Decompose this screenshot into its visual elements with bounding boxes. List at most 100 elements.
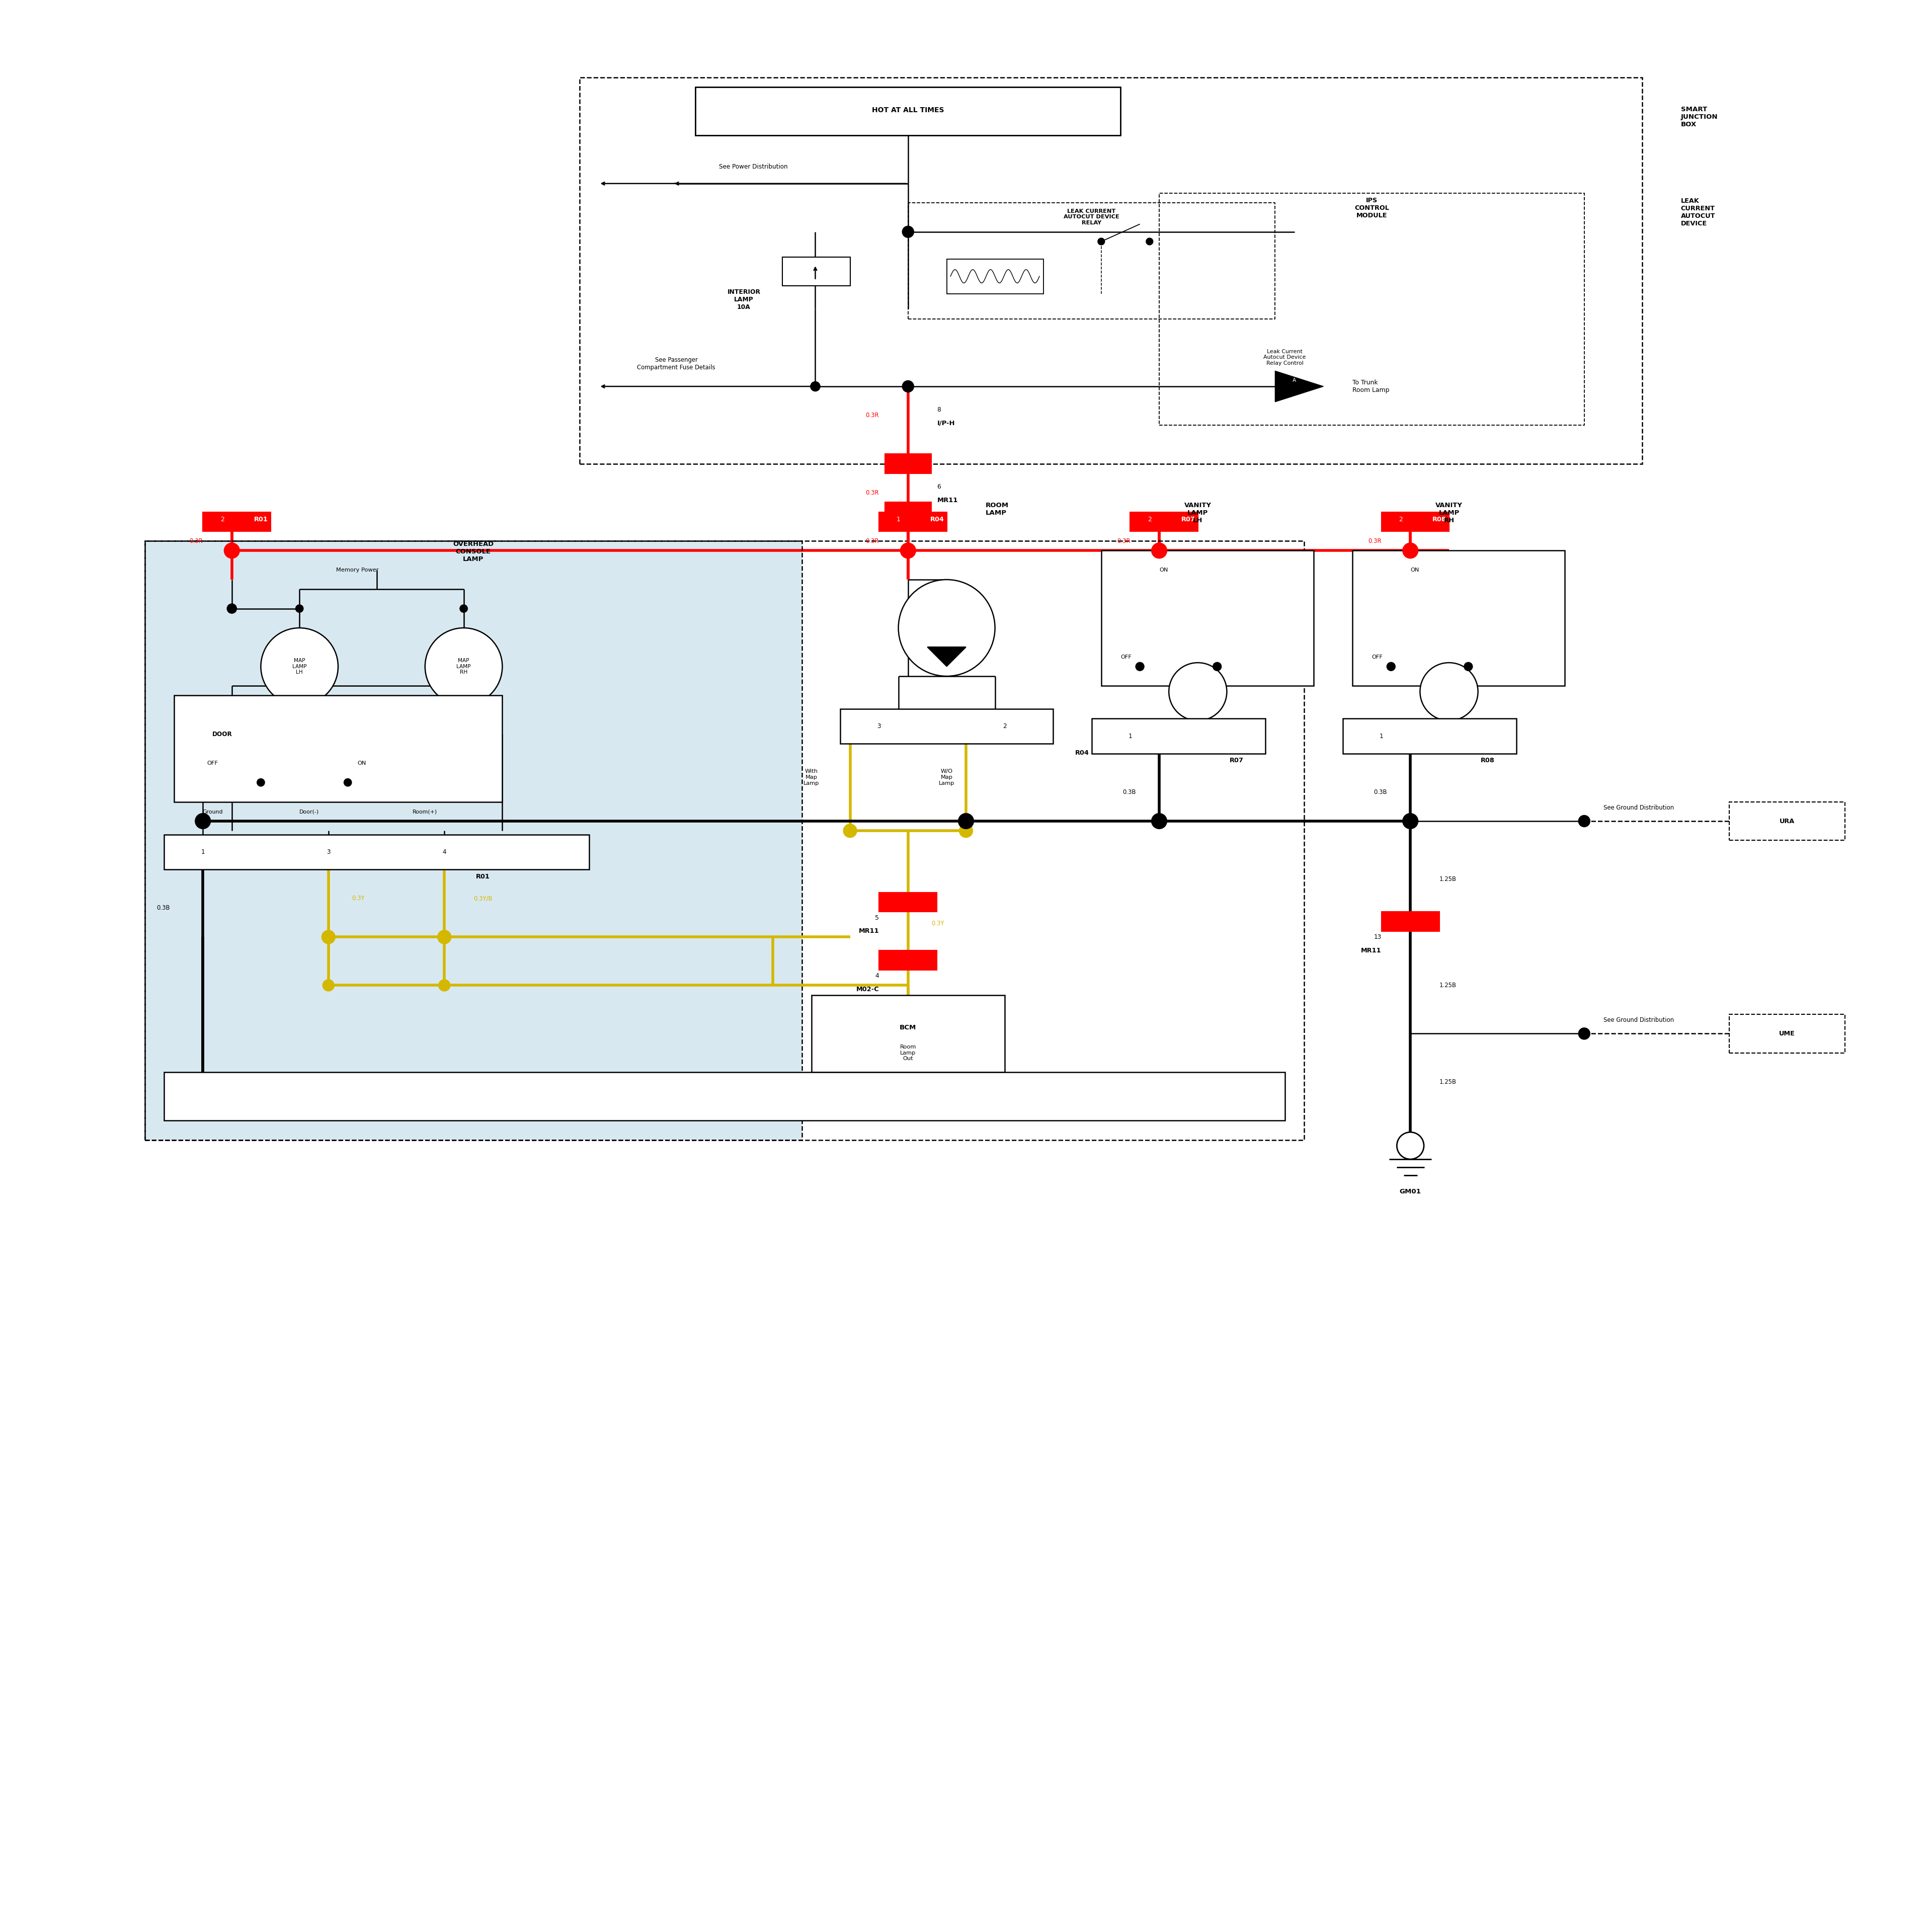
Circle shape xyxy=(439,980,450,991)
Text: 0.3R: 0.3R xyxy=(866,489,879,497)
Text: With
Map
Lamp: With Map Lamp xyxy=(804,769,819,786)
Bar xyxy=(879,893,937,912)
Text: 0.3Y: 0.3Y xyxy=(931,920,945,927)
Circle shape xyxy=(425,628,502,705)
Text: 1: 1 xyxy=(896,516,900,524)
Text: 0.3R: 0.3R xyxy=(866,412,879,419)
Circle shape xyxy=(902,381,914,392)
Circle shape xyxy=(1136,663,1144,670)
Text: R01: R01 xyxy=(475,873,491,879)
Bar xyxy=(1381,912,1439,931)
Text: 3: 3 xyxy=(877,723,881,730)
Bar xyxy=(1343,719,1517,753)
Circle shape xyxy=(842,825,858,838)
Circle shape xyxy=(811,383,819,390)
Text: Room
Lamp
Out: Room Lamp Out xyxy=(900,1045,916,1061)
Bar xyxy=(145,541,802,1140)
Text: OFF: OFF xyxy=(207,761,218,765)
Text: 13: 13 xyxy=(1374,933,1381,941)
Bar xyxy=(947,259,1043,294)
Text: LEAK
CURRENT
AUTOCUT
DEVICE: LEAK CURRENT AUTOCUT DEVICE xyxy=(1681,197,1716,228)
Circle shape xyxy=(900,543,916,558)
Text: I/P-H: I/P-H xyxy=(937,419,954,427)
Bar xyxy=(840,709,1053,744)
Text: R07: R07 xyxy=(1229,757,1244,763)
Text: 0.3Y: 0.3Y xyxy=(352,895,365,902)
Circle shape xyxy=(224,543,240,558)
Bar xyxy=(580,77,1642,464)
Text: 4: 4 xyxy=(442,848,446,856)
Circle shape xyxy=(195,813,211,829)
Bar xyxy=(879,951,937,970)
Text: 4: 4 xyxy=(875,972,879,980)
Circle shape xyxy=(226,603,236,614)
Polygon shape xyxy=(1275,371,1323,402)
Text: 1: 1 xyxy=(201,848,205,856)
Text: R04: R04 xyxy=(1074,750,1090,755)
Circle shape xyxy=(958,813,974,829)
Bar xyxy=(782,257,850,286)
Text: MR11: MR11 xyxy=(1360,947,1381,954)
Bar xyxy=(1101,551,1314,686)
Text: 2: 2 xyxy=(1399,516,1403,524)
Text: MR11: MR11 xyxy=(937,497,958,504)
Text: IPS
CONTROL
MODULE: IPS CONTROL MODULE xyxy=(1354,197,1389,218)
Text: SMART
JUNCTION
BOX: SMART JUNCTION BOX xyxy=(1681,106,1718,128)
Bar xyxy=(1092,719,1265,753)
Circle shape xyxy=(1403,813,1418,829)
Circle shape xyxy=(1578,815,1590,827)
Text: 0.3R: 0.3R xyxy=(1117,537,1130,545)
Bar xyxy=(885,454,931,473)
Text: 3: 3 xyxy=(327,848,330,856)
Text: Room(+): Room(+) xyxy=(413,810,437,815)
Circle shape xyxy=(1213,663,1221,670)
Text: 5: 5 xyxy=(875,914,879,922)
Circle shape xyxy=(296,605,303,612)
Bar xyxy=(164,835,589,869)
Text: 1.25B: 1.25B xyxy=(1439,1078,1457,1086)
Text: INTERIOR
LAMP
10A: INTERIOR LAMP 10A xyxy=(726,288,761,311)
Circle shape xyxy=(1387,663,1395,670)
Text: See Passenger
Compartment Fuse Details: See Passenger Compartment Fuse Details xyxy=(638,357,715,371)
Text: ON: ON xyxy=(357,761,367,765)
Text: Leak Current
Autocut Device
Relay Control: Leak Current Autocut Device Relay Contro… xyxy=(1264,350,1306,365)
Text: 6: 6 xyxy=(937,483,941,491)
Text: 1.25B: 1.25B xyxy=(1439,875,1457,883)
Bar xyxy=(879,512,947,531)
Circle shape xyxy=(1151,543,1167,558)
Bar xyxy=(1729,802,1845,840)
Circle shape xyxy=(1097,238,1105,245)
Text: Door(-): Door(-) xyxy=(299,810,319,815)
Bar xyxy=(696,87,1121,135)
Text: Ground: Ground xyxy=(203,810,222,815)
Bar xyxy=(203,512,270,531)
Text: 0.3Y/B: 0.3Y/B xyxy=(473,895,493,902)
Circle shape xyxy=(437,931,450,945)
Bar xyxy=(885,502,931,522)
Circle shape xyxy=(1403,543,1418,558)
Text: 2: 2 xyxy=(220,516,224,524)
Text: To Trunk
Room Lamp: To Trunk Room Lamp xyxy=(1352,379,1389,394)
Text: HOT AT ALL TIMES: HOT AT ALL TIMES xyxy=(871,106,945,114)
Circle shape xyxy=(902,226,914,238)
Circle shape xyxy=(261,628,338,705)
Text: 0.3R: 0.3R xyxy=(189,537,203,545)
Text: 1: 1 xyxy=(1128,732,1132,740)
Text: ON: ON xyxy=(1410,568,1420,572)
Text: 1.25B: 1.25B xyxy=(1439,981,1457,989)
Text: Memory Power: Memory Power xyxy=(336,568,379,572)
Bar xyxy=(1729,1014,1845,1053)
Text: MR11: MR11 xyxy=(858,927,879,935)
Bar xyxy=(1381,512,1449,531)
Circle shape xyxy=(898,580,995,676)
Bar xyxy=(1130,512,1198,531)
Text: 0.3R: 0.3R xyxy=(866,537,879,545)
Text: 0.3B: 0.3B xyxy=(1374,788,1387,796)
Text: OFF: OFF xyxy=(1121,655,1132,659)
Bar xyxy=(908,203,1275,319)
Text: R04: R04 xyxy=(929,516,945,524)
Text: 0.3B: 0.3B xyxy=(1122,788,1136,796)
Text: MAP
LAMP
LH: MAP LAMP LH xyxy=(292,659,307,674)
Text: DOOR: DOOR xyxy=(213,730,232,738)
Circle shape xyxy=(1146,238,1153,245)
